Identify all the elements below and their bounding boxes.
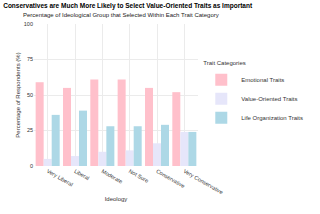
svg-text:Conservative: Conservative bbox=[155, 168, 186, 189]
svg-text:Emotional Traits: Emotional Traits bbox=[241, 77, 284, 83]
svg-text:Percentage of Respondents (%): Percentage of Respondents (%) bbox=[15, 52, 21, 137]
svg-text:Very Conservative: Very Conservative bbox=[182, 168, 224, 196]
svg-text:0: 0 bbox=[30, 163, 33, 169]
svg-text:Life Organization Traits: Life Organization Traits bbox=[241, 115, 303, 121]
svg-text:75: 75 bbox=[27, 56, 33, 62]
svg-text:50: 50 bbox=[27, 92, 33, 98]
svg-text:Trait Categories: Trait Categories bbox=[203, 60, 245, 66]
svg-text:25: 25 bbox=[27, 127, 33, 133]
svg-text:Very Liberal: Very Liberal bbox=[46, 168, 74, 188]
svg-text:Moderate: Moderate bbox=[100, 168, 123, 185]
svg-text:100: 100 bbox=[24, 21, 33, 27]
svg-text:Not Sure: Not Sure bbox=[128, 168, 150, 184]
svg-text:Percentage of Ideological Grou: Percentage of Ideological Group that Sel… bbox=[23, 12, 219, 18]
svg-text:Ideology: Ideology bbox=[105, 196, 128, 202]
svg-text:Conservatives are Much More Li: Conservatives are Much More Likely to Se… bbox=[3, 2, 253, 10]
svg-text:Value-Oriented Traits: Value-Oriented Traits bbox=[241, 96, 297, 102]
svg-text:Liberal: Liberal bbox=[73, 168, 90, 181]
